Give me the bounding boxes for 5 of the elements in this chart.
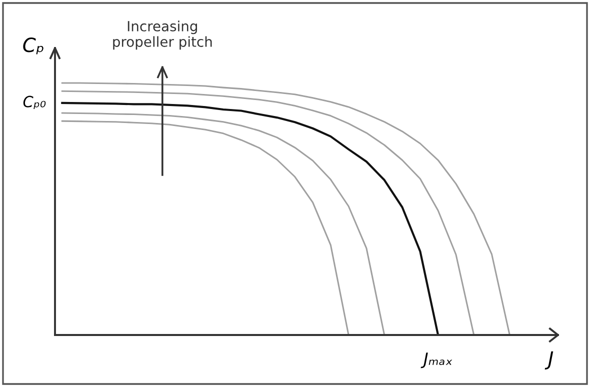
text: Cₚ₀	[23, 96, 46, 109]
x-axis-title: J	[544, 351, 554, 370]
y-axis-title: Cₚ	[23, 38, 44, 54]
text: Jₘₐₓ	[420, 352, 452, 368]
text: Increasing propeller pitch	[113, 20, 212, 50]
